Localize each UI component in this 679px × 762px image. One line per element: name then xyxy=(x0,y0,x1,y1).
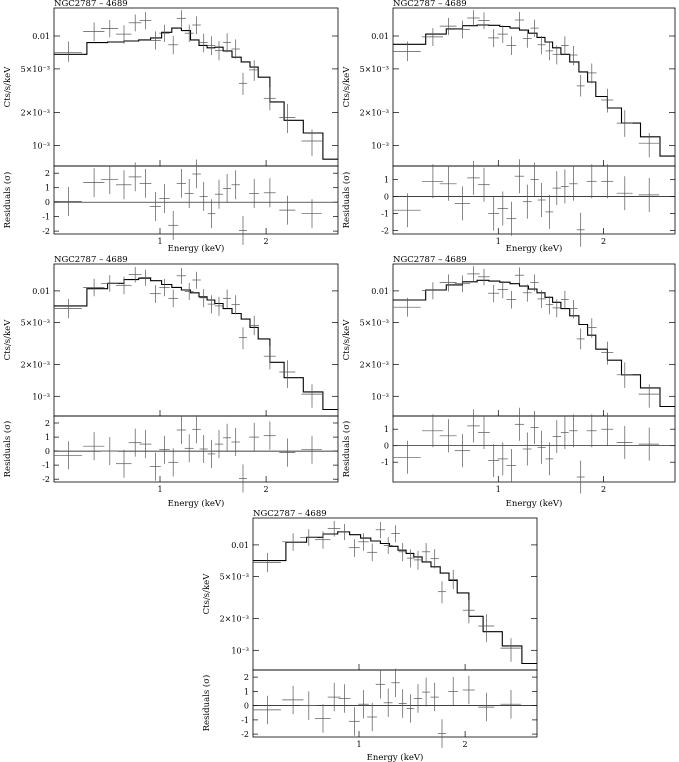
y-tick-label: 0.01 xyxy=(32,287,50,296)
residual-tick-label: 0 xyxy=(45,198,50,207)
y-axis-label-bottom: Residuals (σ) xyxy=(2,421,13,478)
residual-tick-label: -1 xyxy=(42,213,50,222)
y-axis-label-bottom: Residuals (σ) xyxy=(341,172,352,229)
y-axis-label-top: Cts/s/keV xyxy=(342,319,352,361)
x-axis-label: Energy (keV) xyxy=(168,498,225,509)
residuals-frame xyxy=(392,415,676,483)
model-step-line xyxy=(253,531,537,665)
residual-tick-label: -2 xyxy=(42,475,50,484)
y-tick-label: 10⁻³ xyxy=(32,392,50,401)
y-tick-label: 2×10⁻³ xyxy=(21,361,50,370)
y-axis-label-top: Cts/s/keV xyxy=(3,319,13,361)
residual-tick-label: -2 xyxy=(42,227,50,236)
residual-tick-label: -1 xyxy=(42,461,50,470)
spectrum-frame xyxy=(53,263,339,417)
spectrum-frame xyxy=(392,7,676,167)
model-step-line xyxy=(393,279,675,408)
residual-tick-label: 1 xyxy=(384,425,389,434)
panel-title: NGC2787 – 4689 xyxy=(393,0,467,9)
y-axis-label-top: Cts/s/keV xyxy=(202,573,212,615)
x-tick-label: 1 xyxy=(496,237,501,246)
residual-tick-label: 1 xyxy=(45,184,50,193)
x-tick-label: 1 xyxy=(157,237,162,246)
y-tick-label: 2×10⁻³ xyxy=(360,361,389,370)
residual-tick-label: -2 xyxy=(381,227,389,236)
y-tick-label: 5×10⁻³ xyxy=(360,65,389,74)
panel-title: NGC2787 – 4689 xyxy=(393,255,467,265)
x-tick-label: 2 xyxy=(264,237,269,246)
residual-tick-label: 1 xyxy=(384,176,389,185)
y-axis-label-bottom: Residuals (σ) xyxy=(341,421,352,478)
y-tick-label: 5×10⁻³ xyxy=(360,319,389,328)
residual-tick-label: 0 xyxy=(384,442,389,451)
spectrum-panel-1: NGC2787 – 4689 Cts/s/keV Residuals (σ) E… xyxy=(2,0,339,254)
x-tick-label: 2 xyxy=(601,485,606,494)
y-tick-label: 0.01 xyxy=(371,32,389,41)
residuals-frame xyxy=(53,415,339,483)
spectrum-panel-2: NGC2787 – 4689 Cts/s/keV Residuals (σ) E… xyxy=(341,0,676,254)
residual-tick-label: 0 xyxy=(45,447,50,456)
residual-tick-label: 2 xyxy=(45,419,50,428)
y-tick-label: 10⁻³ xyxy=(371,142,389,151)
y-tick-label: 10⁻³ xyxy=(371,392,389,401)
spectrum-frame xyxy=(392,263,676,417)
y-axis-label-bottom: Residuals (σ) xyxy=(201,675,212,732)
y-tick-label: 5×10⁻³ xyxy=(21,319,50,328)
x-axis-label: Energy (keV) xyxy=(168,243,225,254)
y-tick-label: 10⁻³ xyxy=(32,142,50,151)
y-tick-label: 0.01 xyxy=(32,32,50,41)
residual-tick-label: 2 xyxy=(45,169,50,178)
y-tick-label: 2×10⁻³ xyxy=(360,109,389,118)
y-tick-label: 2×10⁻³ xyxy=(21,109,50,118)
spectrum-panel-4: NGC2787 – 4689 Cts/s/keV Residuals (σ) E… xyxy=(341,255,676,509)
spectrum-panel-3: NGC2787 – 4689 Cts/s/keV Residuals (σ) E… xyxy=(2,255,339,509)
residuals-frame xyxy=(252,669,538,738)
model-step-line xyxy=(54,277,338,411)
y-axis-label-bottom: Residuals (σ) xyxy=(2,172,13,229)
y-axis-label-top: Cts/s/keV xyxy=(342,66,352,108)
x-tick-label: 2 xyxy=(463,740,468,749)
y-axis-label-top: Cts/s/keV xyxy=(3,66,13,108)
y-tick-label: 0.01 xyxy=(231,541,249,550)
residual-tick-label: 1 xyxy=(45,433,50,442)
model-step-line xyxy=(393,24,675,157)
x-tick-label: 1 xyxy=(157,485,162,494)
y-tick-label: 0.01 xyxy=(371,287,389,296)
x-tick-label: 1 xyxy=(356,740,361,749)
residual-tick-label: -1 xyxy=(381,458,389,467)
x-axis-label: Energy (keV) xyxy=(506,243,563,254)
spectrum-frame xyxy=(252,517,538,671)
y-tick-label: 5×10⁻³ xyxy=(21,65,50,74)
y-tick-label: 2×10⁻³ xyxy=(220,615,249,624)
residual-tick-label: 0 xyxy=(244,702,249,711)
panel-title: NGC2787 – 4689 xyxy=(253,509,327,519)
y-tick-label: 5×10⁻³ xyxy=(220,573,249,582)
residuals-frame xyxy=(53,165,339,235)
x-tick-label: 1 xyxy=(496,485,501,494)
residual-tick-label: 0 xyxy=(384,193,389,202)
residual-tick-label: 1 xyxy=(244,687,249,696)
residual-tick-label: -1 xyxy=(241,716,249,725)
panel-title: NGC2787 – 4689 xyxy=(54,255,128,265)
spectrum-panel-5: NGC2787 – 4689 Cts/s/keV Residuals (σ) E… xyxy=(201,509,538,762)
model-step-line xyxy=(54,27,338,160)
panel-title: NGC2787 – 4689 xyxy=(54,0,128,9)
residual-tick-label: -1 xyxy=(381,210,389,219)
x-axis-label: Energy (keV) xyxy=(367,752,424,762)
residual-tick-label: 2 xyxy=(244,673,249,682)
x-axis-label: Energy (keV) xyxy=(506,498,563,509)
x-tick-label: 2 xyxy=(264,485,269,494)
residuals-frame xyxy=(392,165,676,235)
residual-tick-label: -2 xyxy=(241,730,249,739)
x-tick-label: 2 xyxy=(601,237,606,246)
y-tick-label: 10⁻³ xyxy=(231,646,249,655)
